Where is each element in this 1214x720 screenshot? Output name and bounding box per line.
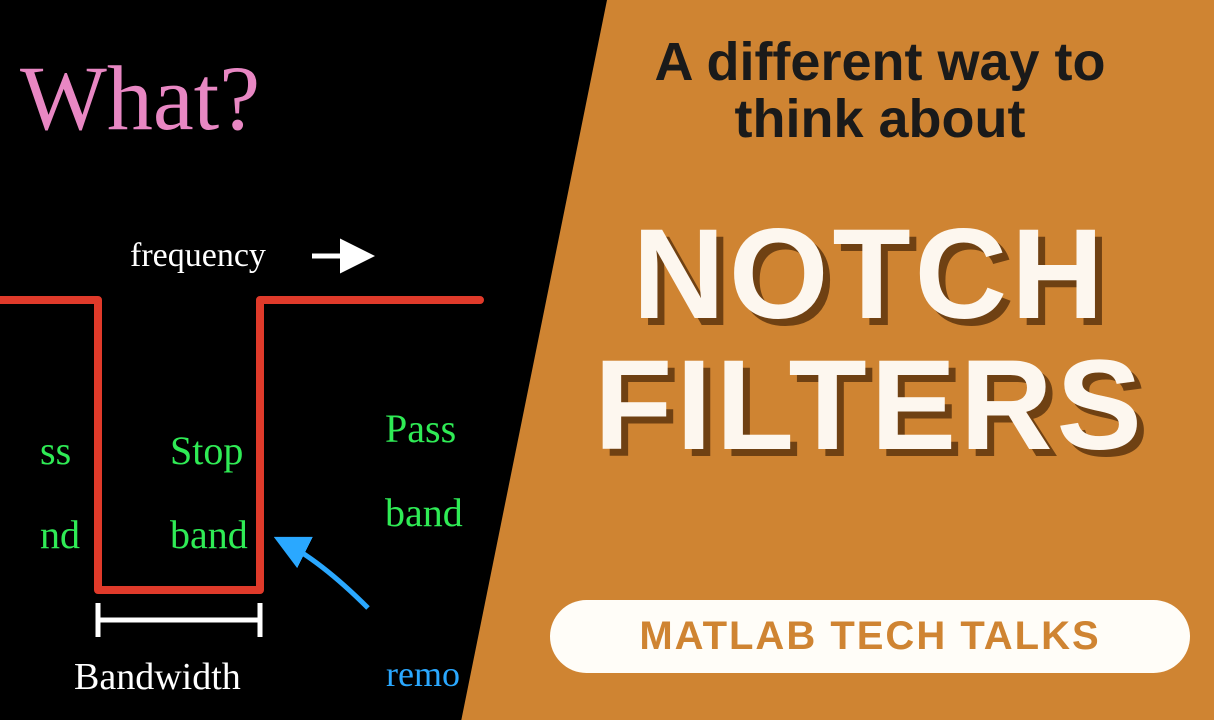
band-right-l1: Pass	[385, 406, 456, 451]
band-stop-l2: band	[170, 512, 248, 557]
bandwidth-marker	[98, 603, 260, 637]
band-left-l2: nd	[40, 512, 80, 557]
pass-band-right-label: Pass band	[345, 366, 463, 576]
stage: A different way to think about NOTCH FIL…	[0, 0, 1214, 720]
frequency-axis-label: frequency	[130, 238, 266, 274]
chalk-svg	[0, 0, 1214, 720]
remove-frequencies-label: remo frequencies	[350, 618, 552, 720]
stop-band-label: Stop band	[130, 388, 248, 598]
band-right-l2: band	[385, 490, 463, 535]
band-stop-l1: Stop	[170, 428, 243, 473]
bandwidth-label: Bandwidth	[74, 658, 241, 698]
pass-band-left-label: ss nd	[0, 388, 80, 598]
remove-l1: remo	[386, 654, 460, 694]
band-left-l1: ss	[40, 428, 71, 473]
